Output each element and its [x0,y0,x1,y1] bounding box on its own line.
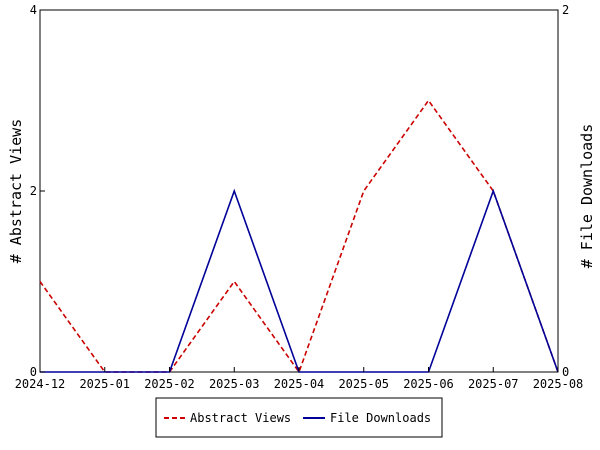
x-tick-label: 2025-08 [533,377,584,391]
x-tick-label: 2025-02 [144,377,195,391]
y-tick-label: 2 [30,184,37,198]
x-axis: 2024-12 2025-01 2025-02 2025-03 2025-04 2025-… [15,367,584,391]
y2-axis-label: # File Downloads [578,124,596,269]
y-tick-label: 4 [30,3,37,17]
y2-tick-label: 2 [562,3,569,17]
x-tick-label: 2025-05 [338,377,389,391]
legend: Abstract Views File Downloads [155,397,443,438]
x-tick-label: 2025-07 [468,377,519,391]
x-tick-label: 2025-01 [79,377,130,391]
y2-tick-label: 0 [562,365,569,379]
x-tick-label: 2024-12 [15,377,66,391]
x-tick-label: 2025-06 [403,377,454,391]
legend-label-file-downloads: File Downloads [330,411,431,425]
legend-box [155,397,443,438]
legend-label-abstract-views: Abstract Views [190,411,291,425]
y-axis-right: 02 [553,3,569,379]
y-axis-left: 0 2 4 [30,3,45,379]
y-axis-label: # Abstract Views [7,119,25,264]
x-tick-label: 2025-03 [209,377,260,391]
y-tick-label: 0 [30,365,37,379]
plot-area [39,9,559,373]
x-tick-label: 2025-04 [274,377,325,391]
